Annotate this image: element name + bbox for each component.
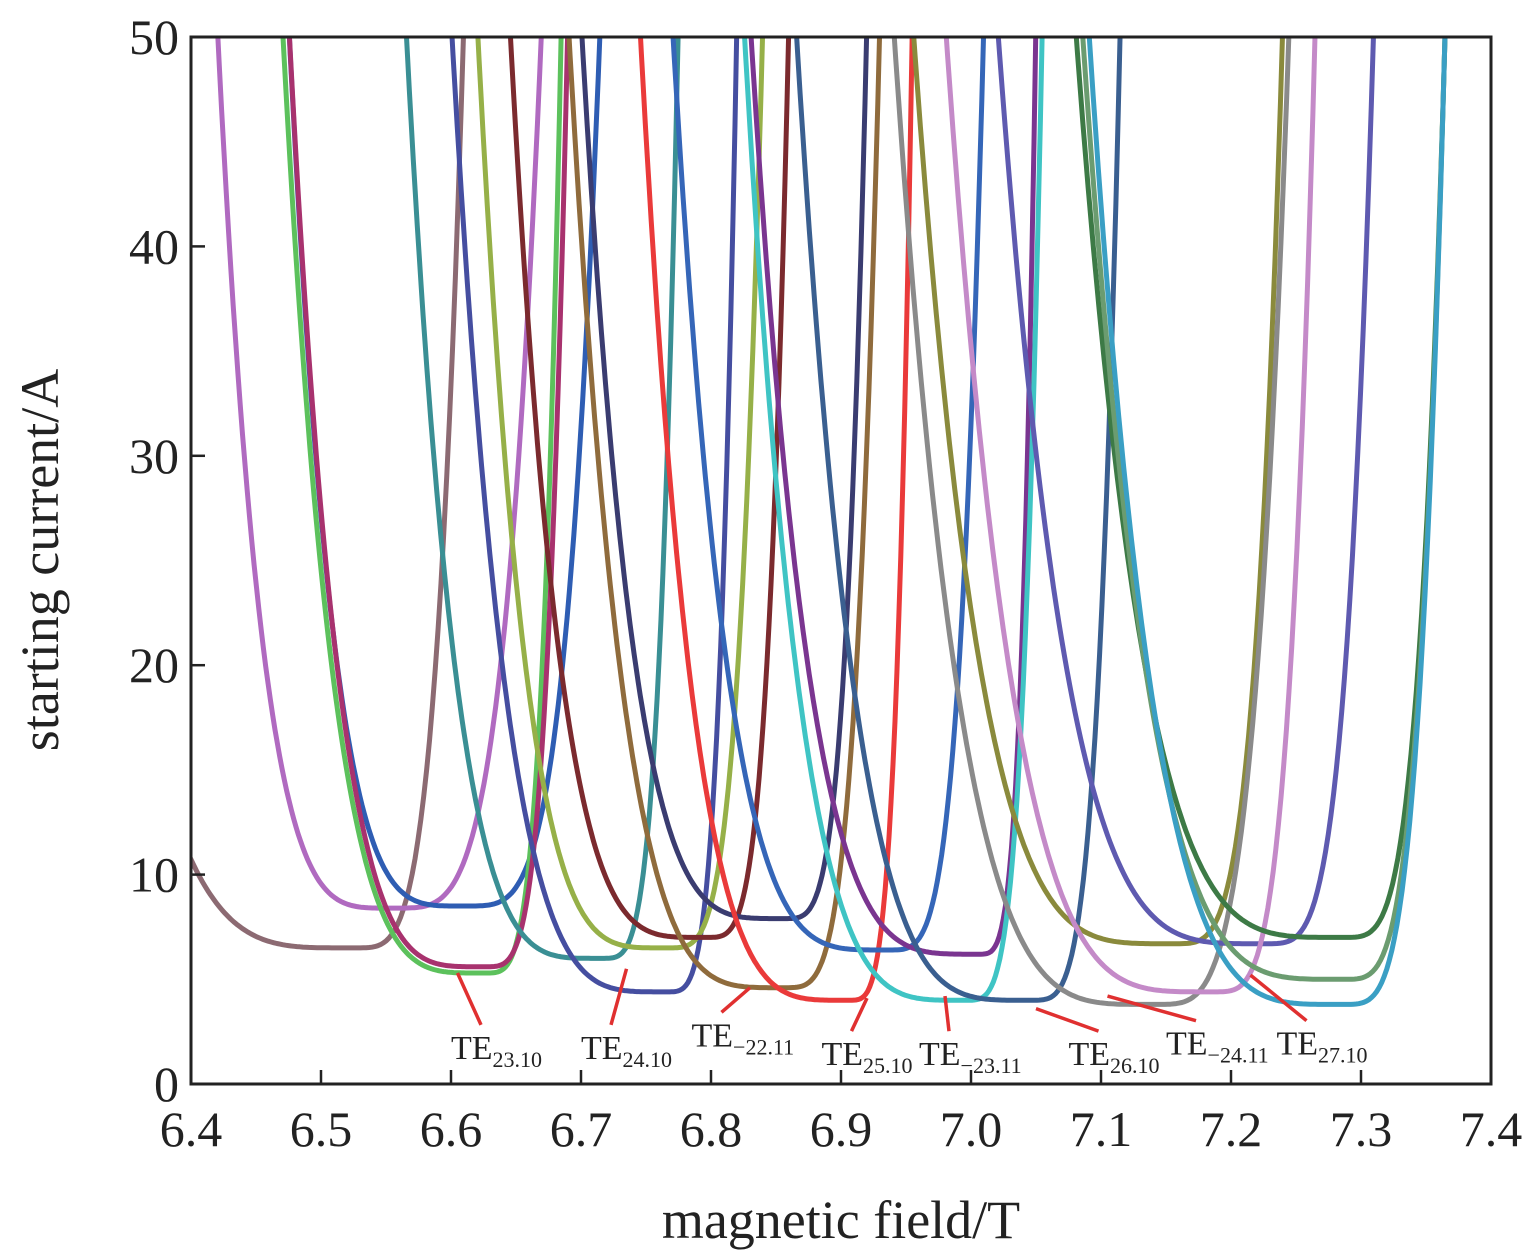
x-tick-label: 7.1 bbox=[1070, 1101, 1133, 1157]
y-tick-label: 0 bbox=[154, 1056, 179, 1112]
x-axis-ticks: 6.4 6.5 6.6 6.7 6.8 6.9 7.0 7.1 7.2 7.3 7.4 bbox=[160, 1070, 1523, 1157]
y-tick-label: 10 bbox=[129, 847, 179, 903]
annotation-leader bbox=[1107, 994, 1197, 1023]
x-tick-label: 6.8 bbox=[680, 1101, 743, 1157]
y-tick-label: 30 bbox=[129, 428, 179, 484]
series-TE-23.11 bbox=[742, 37, 1045, 1003]
x-tick-label: 6.9 bbox=[810, 1101, 873, 1157]
series-curve-01 bbox=[191, 37, 466, 951]
x-tick-label: 6.4 bbox=[160, 1101, 223, 1157]
x-tick-label: 6.6 bbox=[420, 1101, 483, 1157]
x-tick-label: 6.5 bbox=[290, 1101, 353, 1157]
annotation-label: TE−22.11 bbox=[692, 1017, 795, 1059]
annotation-leader bbox=[1035, 1006, 1100, 1033]
series-curve-20 bbox=[943, 37, 1318, 995]
series-curve-19 bbox=[995, 37, 1376, 947]
series-curve-14 bbox=[748, 37, 1039, 957]
annotation-label: TE25.10 bbox=[822, 1036, 913, 1078]
x-tick-label: 6.7 bbox=[550, 1101, 613, 1157]
y-axis-ticks: 0 10 20 30 40 50 bbox=[129, 9, 205, 1112]
mode-annotations: TE23.10 TE24.10 TE−22.11 TE25.10 TE−23.11 TE2… bbox=[451, 968, 1368, 1078]
annotation-label: TE−24.11 bbox=[1166, 1026, 1269, 1068]
series-curve-05 bbox=[286, 37, 571, 970]
series-curve-11 bbox=[579, 37, 870, 922]
annotation-label: TE23.10 bbox=[451, 1030, 542, 1072]
series-curve-17 bbox=[911, 37, 1285, 947]
series-curve-02 bbox=[215, 37, 544, 911]
x-tick-label: 7.0 bbox=[940, 1101, 1003, 1157]
series-curve-13 bbox=[670, 37, 987, 953]
series-TE25.10 bbox=[638, 37, 915, 1003]
series-curve-21 bbox=[1073, 37, 1448, 940]
x-tick-label: 7.3 bbox=[1330, 1101, 1393, 1157]
series-TE27.10 bbox=[1086, 37, 1448, 1007]
series-curve-10 bbox=[566, 37, 883, 991]
annotation-label: TE26.10 bbox=[1069, 1036, 1160, 1078]
annotation-label: TE24.10 bbox=[581, 1030, 672, 1072]
annotation-leader bbox=[943, 995, 951, 1032]
annotation-label: TE27.10 bbox=[1277, 1026, 1368, 1068]
annotation-leader bbox=[720, 986, 752, 1014]
curve-series-group bbox=[191, 37, 1448, 1007]
series-TE-22.11 bbox=[507, 37, 792, 940]
annotation-label: TE−23.11 bbox=[919, 1036, 1022, 1078]
x-axis-title: magnetic field/T bbox=[662, 1190, 1020, 1250]
x-tick-label: 7.4 bbox=[1460, 1101, 1523, 1157]
annotation-leader bbox=[455, 972, 483, 1026]
y-tick-label: 40 bbox=[129, 218, 179, 274]
y-tick-label: 50 bbox=[129, 9, 179, 65]
series-TE26.10 bbox=[794, 37, 1123, 1003]
series-curve-07 bbox=[449, 37, 740, 995]
series-TE24.10 bbox=[403, 37, 681, 961]
x-tick-label: 7.2 bbox=[1200, 1101, 1263, 1157]
annotation-leader bbox=[1249, 973, 1308, 1023]
series-curve-22 bbox=[1080, 37, 1448, 982]
annotation-leader bbox=[849, 997, 869, 1032]
y-tick-label: 20 bbox=[129, 637, 179, 693]
annotation-leader bbox=[609, 968, 629, 1026]
series-curve-08 bbox=[475, 37, 766, 951]
y-axis-title: starting current/A bbox=[10, 369, 70, 751]
